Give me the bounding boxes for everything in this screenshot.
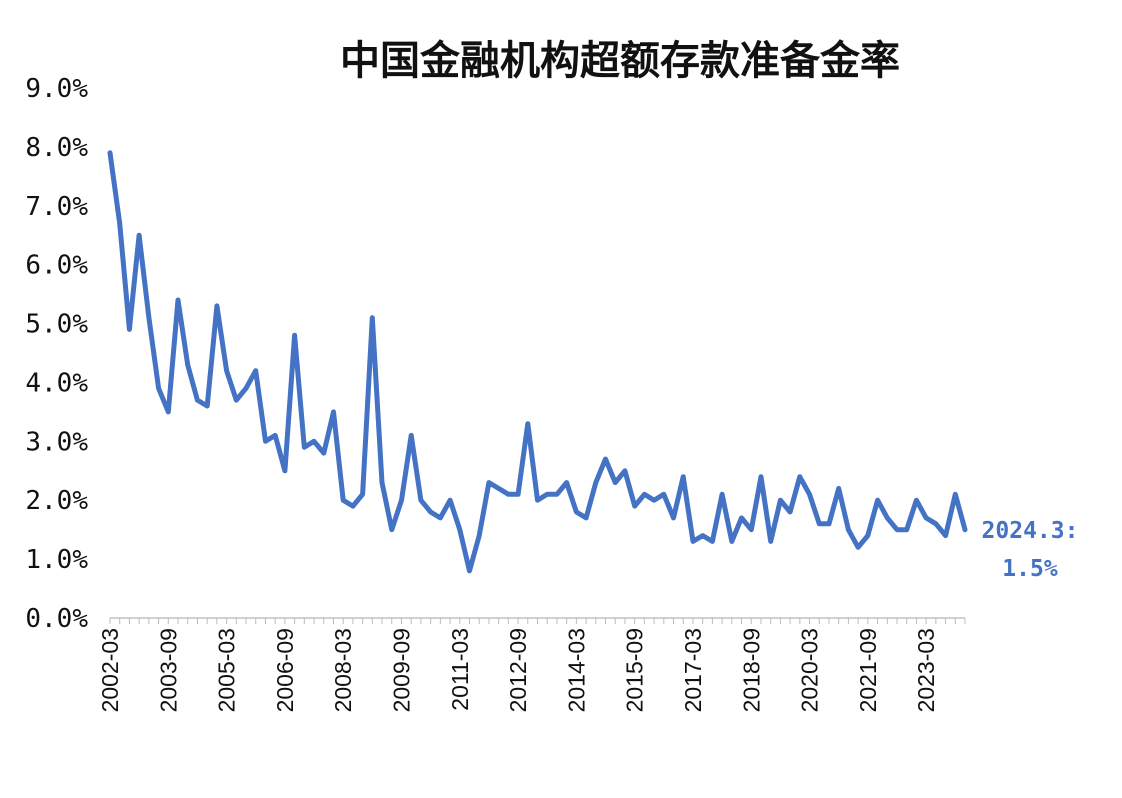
y-tick-label: 5.0% — [25, 310, 88, 340]
x-tick-label: 2018-09 — [738, 628, 764, 712]
x-tick-label: 2021-09 — [855, 628, 881, 712]
x-tick-label: 2006-09 — [272, 628, 298, 712]
y-axis: 0.0% 1.0% 2.0% 3.0% 4.0% 5.0% 6.0% 7.0% 8.0% 9.0% — [25, 74, 88, 634]
x-tick-label: 2017-03 — [680, 628, 706, 712]
x-tick-label: 2020-03 — [797, 628, 823, 712]
chart-title: 中国金融机构超额存款准备金率 — [340, 38, 900, 84]
x-tick-label: 2014-03 — [563, 628, 589, 712]
x-tick-label: 2011-03 — [447, 628, 473, 711]
x-tick-label: 2008-03 — [330, 628, 356, 712]
x-tick-label: 2005-03 — [214, 628, 240, 712]
annotation-line1: 2024.3: — [982, 518, 1079, 544]
y-tick-label: 7.0% — [25, 192, 88, 222]
series-group — [107, 150, 968, 574]
x-tick-label: 2023-03 — [913, 628, 939, 712]
y-tick-label: 1.0% — [25, 545, 88, 575]
y-tick-label: 9.0% — [25, 74, 88, 104]
x-tick-label: 2015-09 — [622, 628, 648, 712]
y-tick-label: 0.0% — [25, 604, 88, 634]
y-tick-label: 6.0% — [25, 251, 88, 281]
x-tick-label: 2002-03 — [97, 628, 123, 712]
x-tick-label: 2003-09 — [155, 628, 181, 712]
y-tick-label: 8.0% — [25, 133, 88, 163]
series-line — [107, 150, 968, 574]
x-tick-label: 2012-09 — [505, 628, 531, 712]
annotation-line2: 1.5% — [1002, 556, 1058, 582]
y-tick-label: 4.0% — [25, 368, 88, 398]
y-tick-label: 2.0% — [25, 486, 88, 516]
x-axis: 2002-03 2003-09 2005-03 2006-09 2008-03 2009-… — [97, 617, 966, 712]
x-tick-label: 2009-09 — [388, 628, 414, 712]
y-tick-label: 3.0% — [25, 427, 88, 457]
